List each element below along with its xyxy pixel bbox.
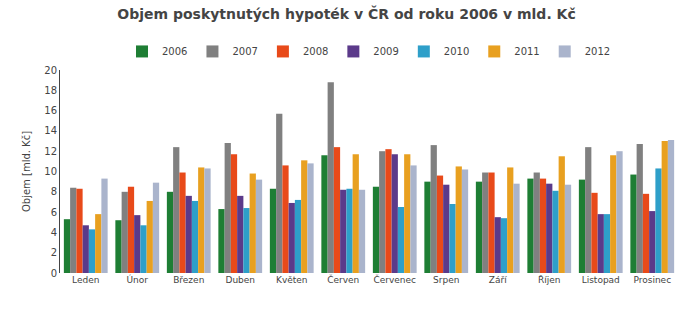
svg-text:2009: 2009 [373, 46, 398, 57]
svg-text:2006: 2006 [162, 46, 187, 57]
svg-text:2011: 2011 [514, 46, 539, 57]
svg-text:Únor: Únor [127, 274, 149, 285]
svg-text:8: 8 [51, 186, 57, 197]
svg-text:20: 20 [44, 65, 57, 76]
svg-text:0: 0 [51, 268, 57, 279]
svg-text:18: 18 [44, 85, 57, 96]
svg-text:14: 14 [44, 125, 57, 136]
svg-text:Prosinec: Prosinec [633, 275, 671, 285]
svg-text:2010: 2010 [444, 46, 469, 57]
svg-text:4: 4 [51, 227, 57, 238]
svg-text:Červenec: Červenec [373, 274, 416, 285]
svg-text:16: 16 [44, 105, 57, 116]
svg-text:Březen: Březen [173, 275, 204, 285]
svg-text:Objem poskytnutých hypoték v Č: Objem poskytnutých hypoték v ČR od roku … [117, 5, 575, 22]
svg-text:Listopad: Listopad [582, 275, 620, 285]
svg-text:Leden: Leden [72, 275, 99, 285]
svg-text:2007: 2007 [232, 46, 257, 57]
svg-text:Říjen: Říjen [538, 275, 561, 285]
svg-text:Červen: Červen [327, 274, 359, 285]
svg-text:Objem [mld. Kč]: Objem [mld. Kč] [21, 131, 32, 212]
svg-text:6: 6 [51, 207, 57, 218]
svg-text:2: 2 [51, 247, 57, 258]
svg-text:10: 10 [44, 166, 57, 177]
svg-text:2008: 2008 [303, 46, 328, 57]
svg-text:12: 12 [44, 146, 57, 157]
svg-text:Květen: Květen [276, 275, 308, 285]
svg-text:Září: Září [489, 275, 507, 285]
svg-text:2012: 2012 [585, 46, 610, 57]
svg-text:Srpen: Srpen [433, 275, 459, 285]
svg-text:Duben: Duben [225, 275, 255, 285]
